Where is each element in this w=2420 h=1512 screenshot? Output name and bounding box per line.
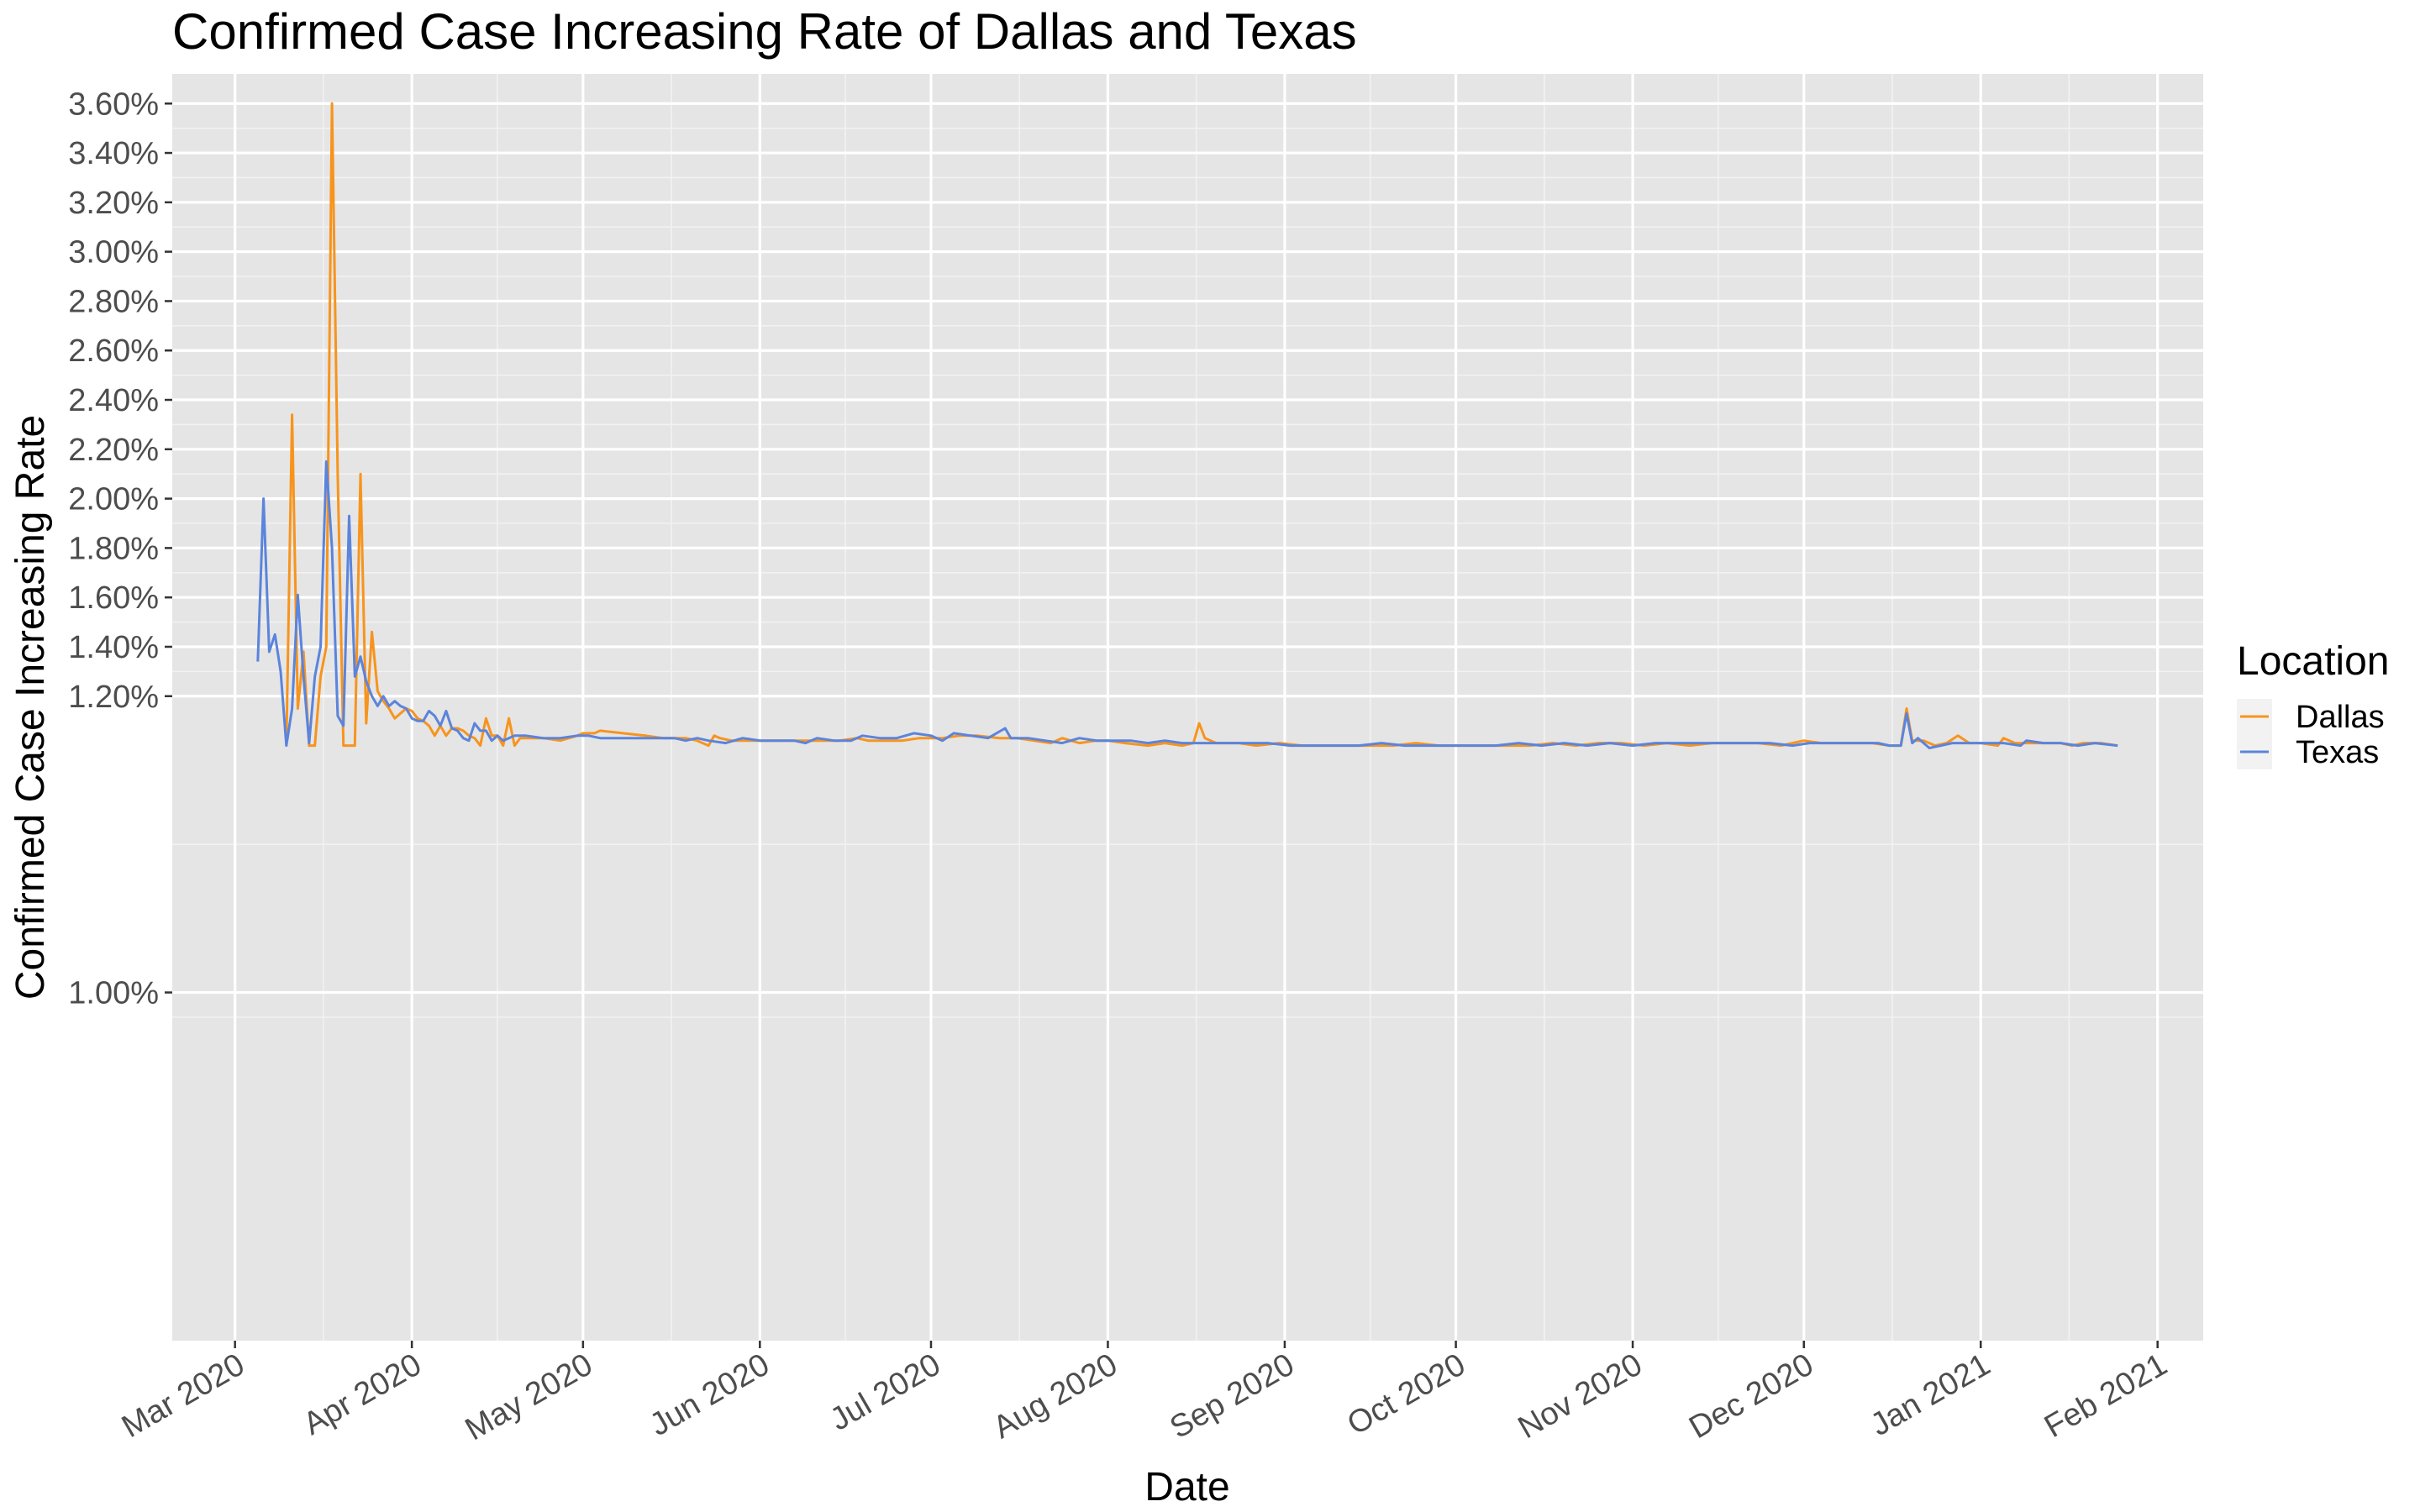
y-tick-label: 3.40% <box>68 136 159 171</box>
legend-title: Location <box>2237 639 2389 684</box>
plot-panel <box>172 74 2203 1341</box>
y-tick-label: 1.20% <box>68 680 159 715</box>
x-tick-label: Nov 2020 <box>1512 1347 1649 1446</box>
y-tick-label: 1.60% <box>68 580 159 616</box>
x-tick-label: Feb 2021 <box>2039 1347 2173 1445</box>
legend-label-texas: Texas <box>2296 735 2379 770</box>
y-tick-label: 2.40% <box>68 383 159 418</box>
grid-minor <box>172 74 2203 1341</box>
y-tick-label: 2.00% <box>68 482 159 517</box>
series-layer <box>256 102 2118 749</box>
y-tick-label: 1.00% <box>68 976 159 1011</box>
x-tick-label: Jun 2020 <box>644 1347 775 1443</box>
x-tick-label: May 2020 <box>460 1347 599 1447</box>
y-axis-title: Confirmed Case Increasing Rate <box>8 415 53 1000</box>
series-line-texas <box>256 460 2118 749</box>
y-tick-label: 3.00% <box>68 235 159 270</box>
x-tick-label: Mar 2020 <box>116 1347 250 1445</box>
y-tick-label: 1.40% <box>68 630 159 665</box>
x-tick-label: Jan 2021 <box>1865 1347 1996 1443</box>
chart-title: Confirmed Case Increasing Rate of Dallas… <box>172 3 1357 60</box>
x-axis: Mar 2020 Apr 2020 May 2020 Jun 2020 Jul 2020… <box>116 1341 2173 1447</box>
x-tick-label: Jul 2020 <box>824 1347 946 1437</box>
x-tick-label: Sep 2020 <box>1165 1347 1301 1446</box>
y-tick-label: 3.60% <box>68 87 159 122</box>
legend-label-dallas: Dallas <box>2296 700 2385 735</box>
y-tick-label: 2.80% <box>68 284 159 319</box>
y-axis: 1.00% 1.20% 1.40% 1.60% 1.80% 2.00% 2.20% 2.40%… <box>68 87 172 1011</box>
y-tick-label: 2.20% <box>68 433 159 468</box>
x-tick-label: Apr 2020 <box>297 1347 428 1441</box>
x-axis-title: Date <box>1144 1465 1229 1509</box>
x-tick-label: Aug 2020 <box>987 1347 1123 1446</box>
x-tick-label: Oct 2020 <box>1342 1347 1472 1441</box>
y-tick-label: 3.20% <box>68 186 159 221</box>
y-tick-label: 2.60% <box>68 333 159 369</box>
grid-major <box>172 74 2203 1341</box>
x-tick-label: Dec 2020 <box>1683 1347 1819 1446</box>
y-tick-label: 1.80% <box>68 531 159 566</box>
